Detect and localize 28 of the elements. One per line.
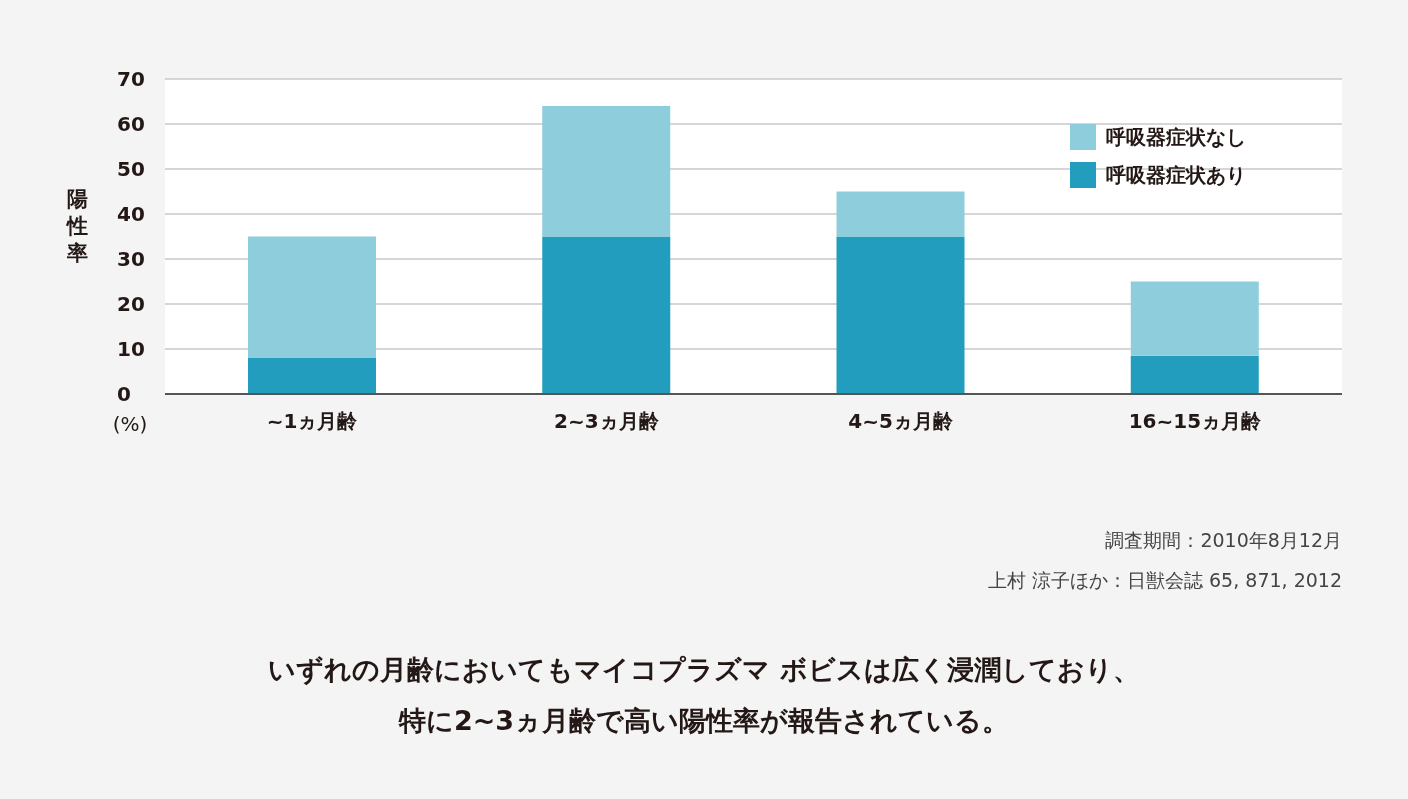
text: (%)	[111, 412, 149, 436]
text: いずれの月齢においてもマイコプラズマ ボビスは広く浸潤しており、	[267, 653, 1141, 687]
x-tick-label: 2~3ヵ月齢	[554, 409, 660, 434]
y-axis-title: 陽性率	[65, 186, 89, 267]
x-tick-label: ~1ヵ月齢	[266, 409, 359, 434]
y-tick-label: 40	[117, 202, 145, 227]
y-tick-label: 20	[117, 292, 145, 317]
text: 上村 涼子ほか：日獣会誌 65, 871, 2012	[987, 568, 1342, 593]
bar	[248, 236, 376, 358]
x-tick-label: 16~15ヵ月齢	[1128, 409, 1263, 434]
y-tick-label: 10	[117, 337, 145, 362]
legend-label: 呼吸器症状なし	[1106, 123, 1246, 151]
y-tick-label: 60	[117, 112, 145, 137]
bar	[836, 236, 965, 394]
y-tick-label: 0	[117, 382, 131, 407]
bar	[248, 358, 376, 394]
bar	[1130, 281, 1259, 356]
text: 調査期間：2010年8月12月	[1105, 528, 1342, 553]
text: 特に2~3ヵ月齢で高い陽性率が報告されている。	[397, 704, 1011, 738]
y-tick-label: 30	[117, 247, 145, 272]
bar	[1130, 355, 1259, 394]
bar	[542, 106, 671, 237]
bar	[836, 191, 965, 237]
bar	[542, 236, 671, 394]
y-tick-label: 50	[117, 157, 145, 182]
y-tick-label: 70	[117, 67, 145, 92]
legend-label: 呼吸器症状あり	[1106, 161, 1246, 189]
x-tick-label: 4~5ヵ月齢	[848, 409, 954, 434]
